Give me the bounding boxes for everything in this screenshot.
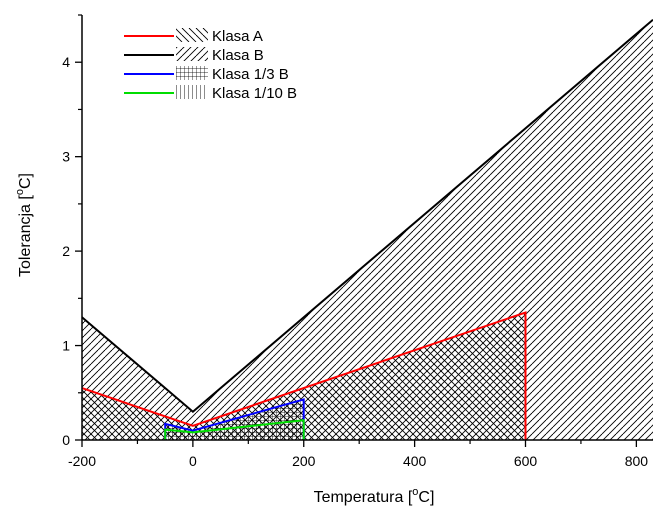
x-tick-label: 600 [514, 453, 538, 469]
legend-label: Klasa A [212, 28, 263, 45]
x-tick-label: -200 [68, 453, 96, 469]
legend-item-klasa-1-3-b: Klasa 1/3 B [124, 66, 289, 83]
y-tick-label: 2 [62, 243, 70, 259]
legend-label: Klasa B [212, 47, 264, 64]
axes: -200 0 200 400 600 800 0 1 2 3 4 [62, 14, 653, 469]
legend-label: Klasa 1/3 B [212, 66, 289, 83]
y-tick-label: 0 [62, 432, 70, 448]
legend-item-klasa-1-10-b: Klasa 1/10 B [124, 85, 297, 102]
line-klasa-b [81, 18, 653, 414]
plot-fills [82, 19, 653, 440]
legend-item-klasa-a: Klasa A [124, 28, 263, 45]
legend-swatch [176, 66, 208, 80]
plot-lines [81, 18, 653, 440]
legend-swatch [176, 47, 208, 61]
y-tick-label: 4 [62, 54, 70, 70]
x-tick-label: 0 [189, 453, 197, 469]
line-klasa-1-10-b [164, 419, 305, 440]
y-tick-label: 1 [62, 338, 70, 354]
x-tick-label: 800 [625, 453, 649, 469]
area-klasa-b [82, 19, 653, 440]
x-axis-label: Temperatura [oC] [314, 486, 435, 506]
x-tick-label: 200 [292, 453, 316, 469]
legend-swatch [176, 85, 208, 99]
y-axis-label: Tolerancja [oC] [14, 173, 34, 277]
x-tick-label: 400 [403, 453, 427, 469]
area-klasa-1-10-b [165, 420, 304, 440]
legend-label: Klasa 1/10 B [212, 85, 297, 102]
legend-item-klasa-b: Klasa B [124, 47, 264, 64]
line-klasa-a [81, 311, 527, 440]
legend: Klasa A Klasa B Klasa 1/3 B Klasa 1/10 B [124, 28, 297, 102]
y-tick-label: 3 [62, 149, 70, 165]
legend-swatch [176, 28, 208, 42]
